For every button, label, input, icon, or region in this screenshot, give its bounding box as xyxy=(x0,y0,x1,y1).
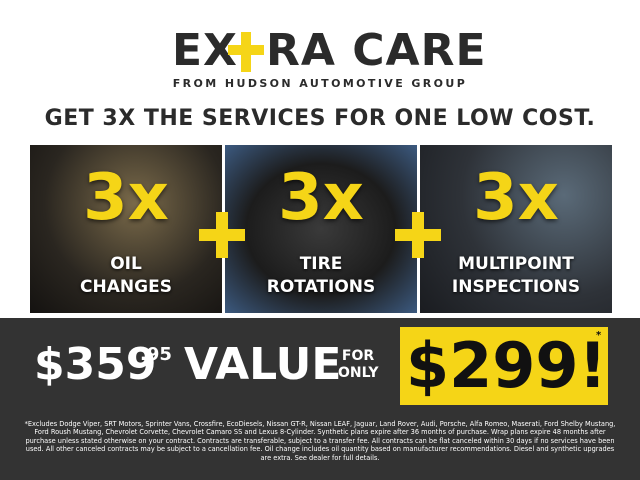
plus-sign xyxy=(199,229,245,241)
label-line: MULTIPOINT xyxy=(458,254,574,274)
disclaimer: *Excludes Dodge Viper, SRT Motors, Sprin… xyxy=(24,420,616,462)
service-label: MULTIPOINT INSPECTIONS xyxy=(420,253,612,299)
service-panel: 3x MULTIPOINT INSPECTIONS xyxy=(420,145,612,313)
for-only: FOR ONLY xyxy=(338,348,379,382)
service-count: 3x xyxy=(83,161,169,235)
label-line: ROTATIONS xyxy=(266,277,376,297)
value-word: VALUE xyxy=(184,339,342,390)
for-only-line: ONLY xyxy=(338,365,379,381)
service-count: 3x xyxy=(473,161,559,235)
value-cents: .95 xyxy=(140,344,172,365)
service-panel: 3x OIL CHANGES xyxy=(30,145,222,313)
service-count: 3x xyxy=(278,161,364,235)
label-line: TIRE xyxy=(299,254,343,274)
logo-right: RA CARE xyxy=(266,25,487,76)
value-dollars: $359 xyxy=(34,339,157,390)
plus-sign xyxy=(395,229,441,241)
service-panel: 3x TIRE ROTATIONS xyxy=(225,145,417,313)
logo-left: EX xyxy=(172,25,238,76)
logo-plus xyxy=(228,45,264,55)
label-line: INSPECTIONS xyxy=(451,277,581,297)
offer-box: $299! * xyxy=(400,327,608,405)
label-line: OIL xyxy=(110,254,142,274)
label-line: CHANGES xyxy=(80,277,172,297)
logo-tagline: FROM HUDSON AUTOMOTIVE GROUP xyxy=(172,77,468,90)
service-label: OIL CHANGES xyxy=(30,253,222,299)
offer-asterisk: * xyxy=(596,330,602,341)
for-only-line: FOR xyxy=(341,348,375,364)
headline: GET 3X THE SERVICES FOR ONE LOW COST. xyxy=(44,106,596,131)
service-label: TIRE ROTATIONS xyxy=(225,253,417,299)
offer-price: $299! xyxy=(406,329,607,402)
